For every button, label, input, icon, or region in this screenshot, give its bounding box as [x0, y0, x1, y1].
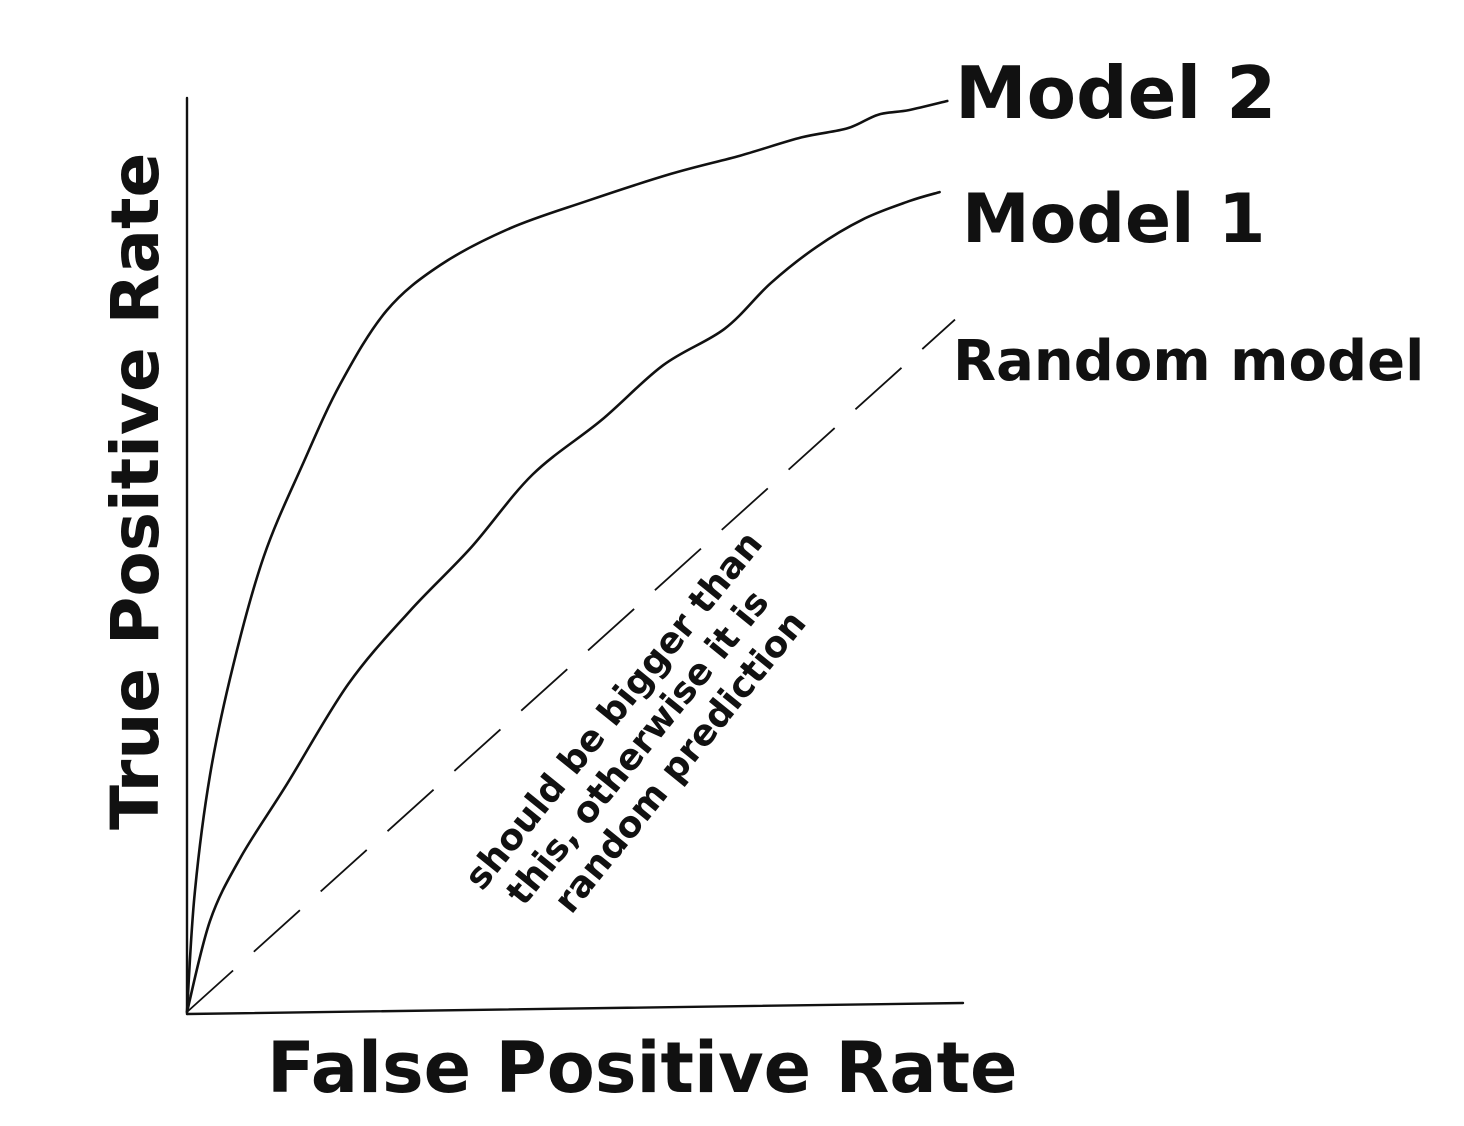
annotation-note: should be bigger than this, otherwise it…	[457, 524, 814, 921]
annotation-line-2: this, otherwise it is	[499, 582, 778, 913]
x-axis-title: False Positive Rate	[267, 1027, 1018, 1109]
series-layer	[185, 99, 956, 1014]
model-1-label: Model 1	[962, 180, 1265, 259]
random-model-label: Random model	[953, 329, 1424, 394]
y-axis-title: True Positive Rate	[97, 153, 174, 830]
model-2-label: Model 2	[955, 51, 1276, 135]
model-1-line	[185, 190, 941, 1014]
x-axis-line	[185, 1001, 965, 1016]
model-2-line	[185, 99, 949, 1014]
random-model-line	[186, 318, 956, 1013]
axes	[185, 96, 965, 1016]
label-layer: Model 2 Model 1 Random model	[953, 51, 1424, 394]
